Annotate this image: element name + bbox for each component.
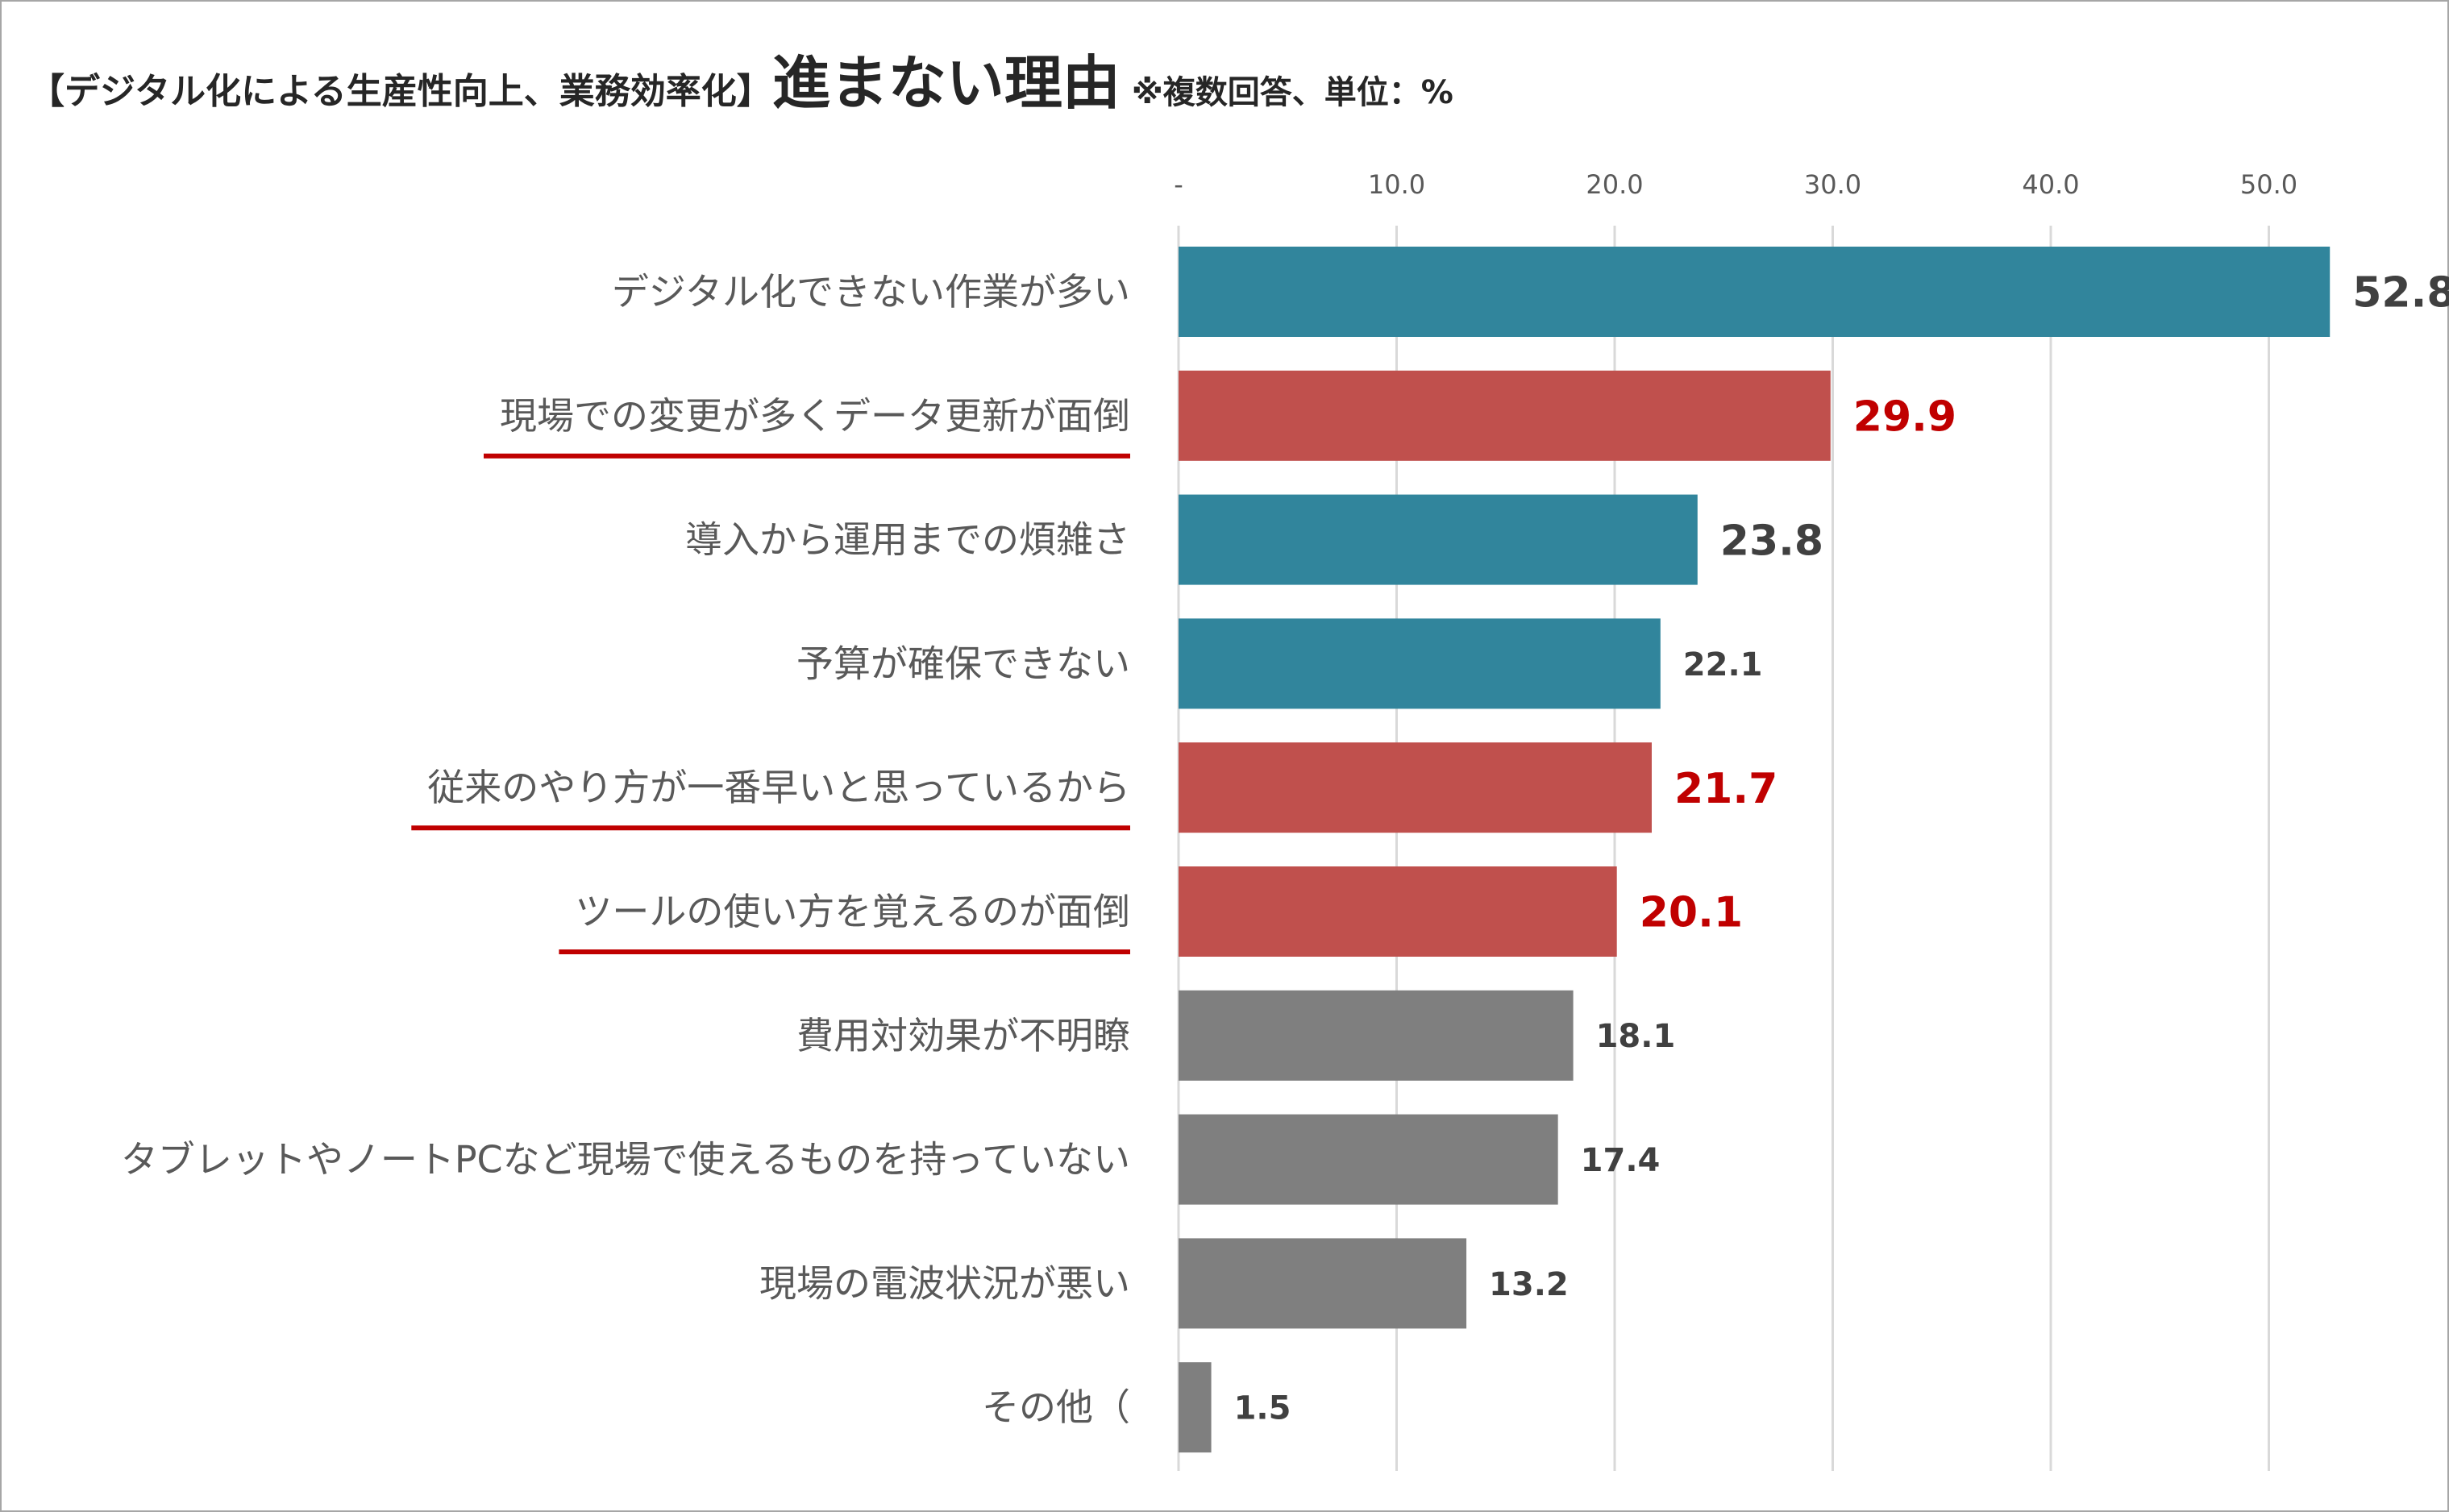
category-label: 費用対効果が不明瞭	[796, 1014, 1130, 1057]
category-label: その他（	[982, 1385, 1130, 1429]
category-label: 予算が確保できない	[796, 642, 1130, 685]
category-label: タブレットやノートPCなど現場で使えるものを持っていない	[121, 1138, 1130, 1182]
bar	[1179, 742, 1652, 833]
bar	[1179, 618, 1661, 709]
data-label: 21.7	[1674, 765, 1778, 813]
category-label: 従来のやり方が一番早いと思っているから	[427, 766, 1130, 809]
category-labels: デジタル化できない作業が多い現場での変更が多くデータ更新が面倒導入から運用までの…	[121, 270, 1130, 1429]
data-label: 22.1	[1683, 646, 1763, 683]
category-label: 導入から運用までの煩雑さ	[685, 518, 1130, 562]
data-label: 18.1	[1596, 1018, 1676, 1055]
value-labels: 52.8 29.9 23.8 22.1 21.7 20.1 18.1 17.4 13.2 1.5	[1234, 269, 2449, 1427]
x-tick-label: 40.0	[2022, 169, 2079, 200]
data-label: 52.8	[2352, 269, 2449, 318]
x-tick-label: 30.0	[1804, 169, 1861, 200]
x-tick-label: 50.0	[2240, 169, 2297, 200]
category-label: 現場での変更が多くデータ更新が面倒	[500, 394, 1130, 438]
bar	[1179, 1114, 1558, 1205]
category-label: ツールの使い方を覚えるのが面倒	[575, 890, 1130, 933]
bar	[1179, 1362, 1212, 1453]
title-main: 進まない理由	[771, 49, 1121, 117]
bar	[1179, 990, 1574, 1081]
data-label: 23.8	[1720, 517, 1823, 565]
data-label: 13.2	[1489, 1266, 1569, 1303]
x-tick-label: -	[1174, 169, 1183, 200]
underlines	[411, 453, 1130, 954]
data-label: 20.1	[1640, 889, 1743, 937]
bar	[1179, 247, 2330, 337]
x-axis-ticks: - 10.0 20.0 30.0 40.0 50.0	[1174, 169, 2297, 200]
category-label: デジタル化できない作業が多い	[612, 270, 1130, 314]
chart-title: 【デジタル化による生産性向上、業務効率化】進まない理由 ※複数回答、単位：%	[29, 35, 1453, 120]
title-note: ※複数回答、単位：%	[1131, 74, 1453, 111]
data-label: 29.9	[1853, 393, 1956, 442]
bar	[1179, 370, 1831, 461]
bars	[1179, 247, 2330, 1453]
data-label: 1.5	[1234, 1390, 1291, 1427]
data-label: 17.4	[1581, 1142, 1661, 1179]
category-label: 現場の電波状況が悪い	[759, 1261, 1130, 1305]
title-prefix: 【デジタル化による生産性向上、業務効率化】	[29, 71, 772, 112]
x-tick-label: 10.0	[1368, 169, 1425, 200]
bar	[1179, 1238, 1467, 1329]
x-tick-label: 20.0	[1586, 169, 1643, 200]
bar	[1179, 866, 1617, 957]
bar	[1179, 494, 1698, 585]
